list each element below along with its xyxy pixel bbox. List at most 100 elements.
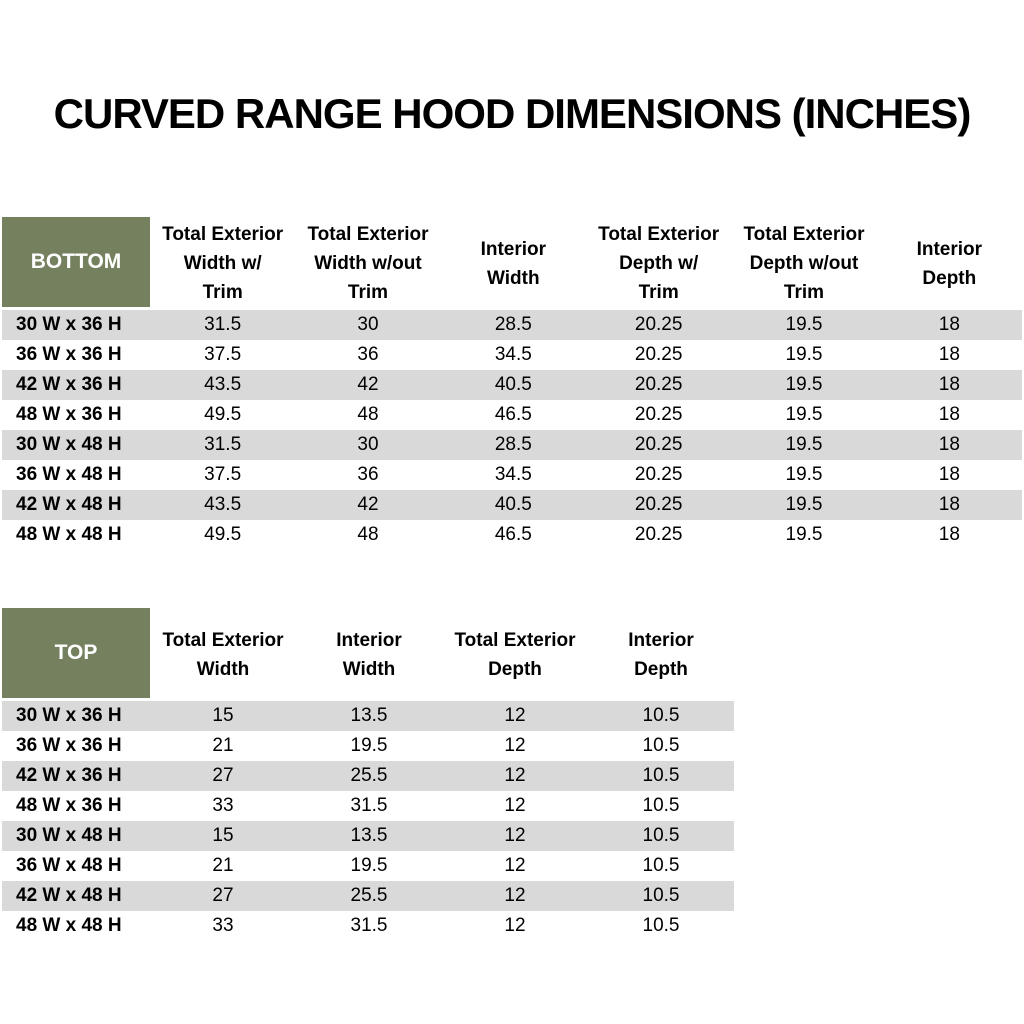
table-row: 36 W x 36 H 37.5 36 34.5 20.25 19.5 18	[2, 340, 1022, 370]
dimension-value: 28.5	[494, 434, 532, 455]
column-header-total-exterior-depth-w-trim: Total Exterior Depth w/ Trim	[598, 224, 720, 303]
dimension-value: 15	[212, 705, 234, 726]
dimension-value: 20.25	[634, 524, 683, 545]
row-size-label: 42 W x 48 H	[16, 885, 122, 906]
table-row: 48 W x 36 H 33 31.5 12 10.5	[2, 791, 734, 821]
table-row: 30 W x 36 H 31.5 30 28.5 20.25 19.5 18	[2, 310, 1022, 340]
dimension-value: 20.25	[634, 374, 683, 395]
dimension-value: 31.5	[204, 434, 242, 455]
dimension-value: 34.5	[494, 344, 532, 365]
dimension-value: 19.5	[785, 464, 823, 485]
dimension-value: 18	[938, 314, 960, 335]
dimension-value: 48	[357, 524, 379, 545]
dimension-value: 10.5	[642, 915, 680, 936]
dimension-value: 12	[504, 705, 526, 726]
dimension-value: 43.5	[204, 374, 242, 395]
dimension-value: 46.5	[494, 404, 532, 425]
dimension-value: 33	[212, 795, 234, 816]
dimension-value: 19.5	[785, 374, 823, 395]
dimension-value: 49.5	[204, 404, 242, 425]
top-dimensions-table: TOP Total Exterior Width Interior Width …	[2, 608, 734, 941]
dimension-value: 30	[357, 434, 379, 455]
dimension-value: 15	[212, 825, 234, 846]
dimension-value: 18	[938, 464, 960, 485]
dimension-value: 10.5	[642, 735, 680, 756]
dimension-value: 10.5	[642, 795, 680, 816]
column-header-total-exterior-width-w-trim: Total Exterior Width w/ Trim	[162, 224, 284, 303]
table-row: 48 W x 48 H 33 31.5 12 10.5	[2, 911, 734, 941]
table-row: 42 W x 36 H 27 25.5 12 10.5	[2, 761, 734, 791]
dimension-value: 43.5	[204, 494, 242, 515]
dimension-value: 36	[357, 344, 379, 365]
row-size-label: 30 W x 36 H	[16, 705, 122, 726]
dimension-value: 12	[504, 765, 526, 786]
page-title: CURVED RANGE HOOD DIMENSIONS (INCHES)	[53, 90, 972, 137]
row-size-label: 36 W x 48 H	[16, 464, 122, 485]
row-size-label: 30 W x 48 H	[16, 434, 122, 455]
dimension-value: 18	[938, 524, 960, 545]
dimension-value: 27	[212, 765, 234, 786]
dimension-value: 31.5	[204, 314, 242, 335]
dimension-value: 49.5	[204, 524, 242, 545]
dimension-value: 20.25	[634, 344, 683, 365]
dimension-value: 31.5	[350, 795, 388, 816]
dimension-value: 18	[938, 404, 960, 425]
dimension-value: 36	[357, 464, 379, 485]
table-row: 48 W x 36 H 49.5 48 46.5 20.25 19.5 18	[2, 400, 1022, 430]
top-table-corner-label: TOP	[2, 608, 150, 701]
bottom-dimensions-table: BOTTOM Total Exterior Width w/ Trim Tota…	[2, 217, 1022, 550]
table-row: 36 W x 48 H 21 19.5 12 10.5	[2, 851, 734, 881]
dimension-value: 37.5	[204, 464, 242, 485]
dimension-value: 27	[212, 885, 234, 906]
dimension-value: 20.25	[634, 434, 683, 455]
dimension-value: 19.5	[785, 314, 823, 335]
dimension-value: 18	[938, 494, 960, 515]
top-table-body: 30 W x 36 H 15 13.5 12 10.5 36 W x 36 H …	[2, 701, 734, 941]
bottom-table-body: 30 W x 36 H 31.5 30 28.5 20.25 19.5 18 3…	[2, 310, 1022, 550]
table-row: 42 W x 48 H 43.5 42 40.5 20.25 19.5 18	[2, 490, 1022, 520]
dimension-value: 12	[504, 855, 526, 876]
row-size-label: 48 W x 48 H	[16, 524, 122, 545]
dimension-value: 30	[357, 314, 379, 335]
table-row: 30 W x 48 H 31.5 30 28.5 20.25 19.5 18	[2, 430, 1022, 460]
row-size-label: 36 W x 36 H	[16, 735, 122, 756]
row-size-label: 48 W x 36 H	[16, 795, 122, 816]
table-row: 36 W x 48 H 37.5 36 34.5 20.25 19.5 18	[2, 460, 1022, 490]
dimension-value: 18	[938, 344, 960, 365]
column-header-total-exterior-depth-wout-trim: Total Exterior Depth w/out Trim	[743, 224, 865, 303]
dimension-value: 19.5	[350, 735, 388, 756]
dimension-value: 37.5	[204, 344, 242, 365]
dimension-value: 48	[357, 404, 379, 425]
row-size-label: 30 W x 36 H	[16, 314, 122, 335]
row-size-label: 42 W x 48 H	[16, 494, 122, 515]
dimension-value: 42	[357, 374, 379, 395]
column-header-total-exterior-width: Total Exterior Width	[162, 629, 284, 680]
dimension-value: 19.5	[785, 434, 823, 455]
dimension-value: 12	[504, 915, 526, 936]
dimension-value: 40.5	[494, 494, 532, 515]
dimension-value: 20.25	[634, 314, 683, 335]
table-row: 30 W x 36 H 15 13.5 12 10.5	[2, 701, 734, 731]
dimension-value: 12	[504, 735, 526, 756]
bottom-table-header-row: BOTTOM Total Exterior Width w/ Trim Tota…	[2, 217, 1022, 310]
dimension-value: 25.5	[350, 765, 388, 786]
column-header-interior-depth: Interior Depth	[916, 238, 983, 289]
dimension-value: 19.5	[785, 404, 823, 425]
dimension-value: 10.5	[642, 855, 680, 876]
row-size-label: 42 W x 36 H	[16, 765, 122, 786]
dimension-value: 31.5	[350, 915, 388, 936]
dimension-value: 19.5	[785, 344, 823, 365]
dimension-value: 20.25	[634, 404, 683, 425]
table-row: 42 W x 36 H 43.5 42 40.5 20.25 19.5 18	[2, 370, 1022, 400]
dimension-value: 10.5	[642, 885, 680, 906]
row-size-label: 30 W x 48 H	[16, 825, 122, 846]
dimension-value: 12	[504, 795, 526, 816]
dimension-value: 10.5	[642, 825, 680, 846]
table-row: 42 W x 48 H 27 25.5 12 10.5	[2, 881, 734, 911]
dimension-value: 19.5	[350, 855, 388, 876]
table-row: 30 W x 48 H 15 13.5 12 10.5	[2, 821, 734, 851]
dimension-value: 28.5	[494, 314, 532, 335]
table-row: 48 W x 48 H 49.5 48 46.5 20.25 19.5 18	[2, 520, 1022, 550]
dimension-value: 18	[938, 374, 960, 395]
